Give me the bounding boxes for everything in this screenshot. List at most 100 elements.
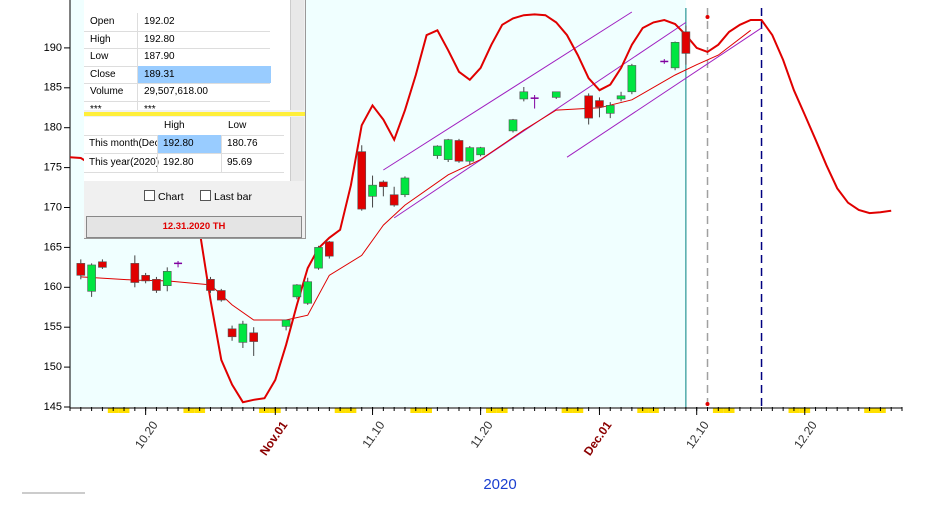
checkbox-label: Chart [158, 191, 184, 203]
candle-body [670, 42, 680, 69]
candle-body [98, 261, 107, 268]
info-row: High 192.80 [84, 30, 271, 49]
range-cell: 192.80 [157, 154, 222, 172]
candle-body [454, 140, 464, 162]
scrollbar[interactable] [290, 0, 304, 110]
candle-body [519, 91, 529, 100]
candle-body [216, 290, 226, 301]
x-tick-label: Nov.01 [257, 418, 291, 458]
scrollbar[interactable] [290, 117, 304, 181]
x-tick-label: Dec.01 [581, 418, 615, 458]
info-value: *** [144, 103, 156, 111]
checkbox[interactable]: Last bar [200, 190, 252, 203]
candle-body [551, 91, 561, 98]
range-value: 95.69 [227, 157, 253, 168]
x-tick-label: 12.10 [683, 418, 712, 451]
info-label: Close [90, 68, 116, 80]
info-row: *** *** [84, 100, 271, 111]
candle-body [206, 279, 215, 291]
x-axis-title: 2020 [483, 476, 516, 493]
candle-body [249, 332, 258, 342]
candle-body [389, 194, 399, 206]
candle-body [465, 147, 475, 162]
y-tick-label: 180 [44, 122, 62, 134]
end-dot [705, 15, 710, 19]
range-header: High Low [84, 117, 284, 136]
candle-body [379, 181, 388, 188]
candle-body [87, 264, 96, 292]
candle-body [314, 247, 323, 269]
info-table: Open 192.02 High 192.80 Low 187.90 Close 189.31… [84, 0, 290, 110]
candle-body [162, 271, 172, 287]
range-value: 192.80 [163, 138, 194, 149]
price-line [70, 13, 892, 404]
range-cell: 95.69 [221, 154, 286, 172]
info-label: Volume [90, 86, 124, 97]
range-label: This year(2020) [89, 157, 160, 168]
x-tick-label: 11.20 [467, 418, 495, 450]
candle-body [368, 184, 377, 197]
candle-body [357, 151, 367, 210]
candle-body [595, 100, 604, 108]
info-row: Volume 29,507,618.00 [84, 83, 270, 102]
separator [84, 112, 305, 116]
y-tick-label: 165 [44, 241, 62, 253]
checkbox[interactable]: Chart [144, 190, 184, 203]
info-value-cell: 187.90 [137, 48, 271, 66]
candle-body [476, 147, 485, 156]
candle-body [681, 31, 691, 54]
y-tick-label: 145 [44, 401, 62, 413]
range-label: This month(Dec) [89, 138, 163, 149]
y-tick-label: 190 [44, 42, 62, 54]
candle-body [303, 281, 313, 304]
info-value: 29,507,618.00 [144, 86, 208, 97]
channel-line [566, 27, 762, 158]
info-value-cell: 192.02 [137, 13, 271, 31]
options: Chart Last bar [84, 190, 305, 206]
info-row: Low 187.90 [84, 48, 270, 67]
y-tick-label: 150 [44, 361, 62, 373]
x-tick-label: 12.20 [791, 418, 820, 451]
y-tick-label: 160 [44, 281, 62, 293]
info-value-cell: 189.31 [137, 65, 271, 83]
candle-body [325, 241, 334, 257]
info-label: Low [90, 51, 109, 62]
date-button[interactable]: 12.31.2020 TH [86, 216, 302, 238]
info-label: High [90, 33, 111, 45]
info-value: 187.90 [144, 51, 175, 62]
candle-body [508, 119, 518, 132]
candle-body [627, 65, 637, 93]
y-tick-label: 175 [44, 162, 62, 174]
info-value: 189.31 [144, 68, 175, 80]
info-row: Close 189.31 [84, 65, 271, 84]
candle-body [605, 105, 615, 114]
info-label: Open [90, 16, 115, 27]
info-panel: Open 192.02 High 192.80 Low 187.90 Close 189.31… [84, 0, 306, 239]
candle-body [152, 279, 161, 291]
info-value: 192.02 [144, 16, 175, 27]
info-row: Open 192.02 [84, 13, 270, 32]
range-value: 192.80 [163, 157, 194, 168]
candle-body [616, 95, 626, 100]
info-label: *** [90, 103, 102, 111]
info-value-cell: *** [137, 100, 271, 111]
range-cell: 192.80 [157, 135, 222, 153]
column-header: Low [228, 120, 247, 131]
range-row: This month(Dec) 192.80 180.76 [84, 135, 284, 154]
range-value: 180.76 [227, 138, 258, 149]
y-tick-label: 170 [44, 201, 62, 213]
candle-body [76, 263, 86, 276]
info-value-cell: 192.80 [137, 30, 271, 48]
x-tick-label: 10.20 [132, 418, 161, 451]
column-header: High [164, 120, 185, 131]
candle-body [292, 284, 302, 298]
end-dot [705, 402, 710, 406]
candle-body [141, 275, 150, 282]
candle-body [433, 145, 442, 156]
info-value: 192.80 [144, 33, 175, 45]
candle-body [227, 328, 237, 338]
candle-body [443, 139, 453, 160]
channel-line [383, 11, 633, 171]
candle-body [238, 323, 248, 343]
